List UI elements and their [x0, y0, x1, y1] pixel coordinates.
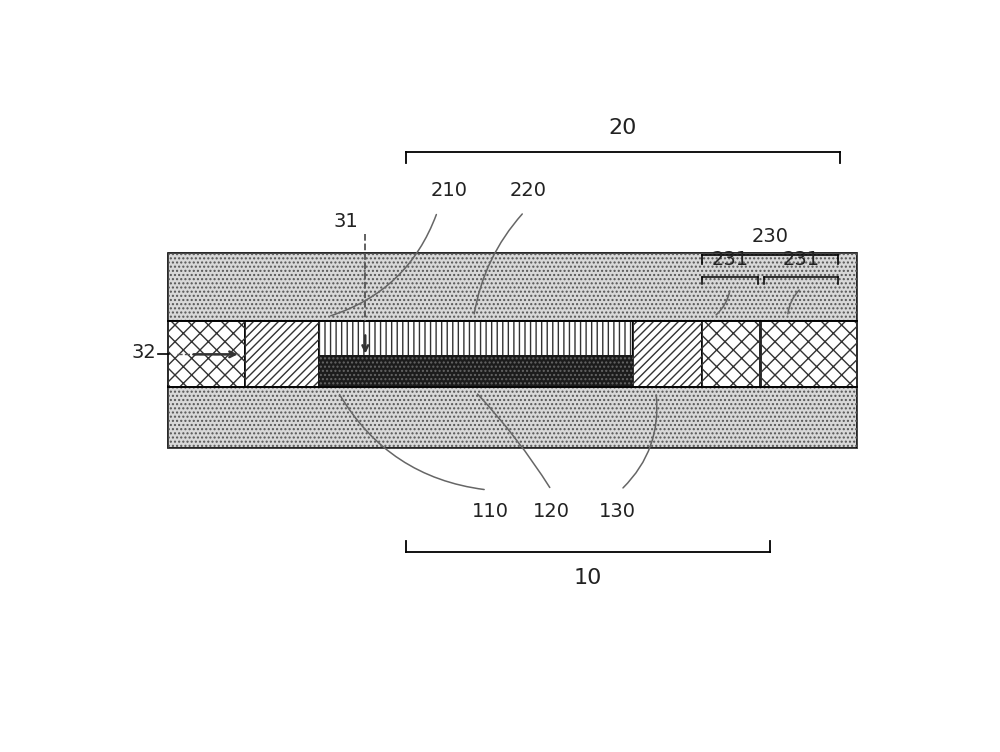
Bar — [168, 253, 857, 321]
Bar — [319, 321, 633, 356]
Bar — [319, 321, 633, 356]
Text: 220: 220 — [510, 180, 546, 200]
Bar — [319, 356, 633, 387]
Bar — [702, 321, 760, 387]
Text: 10: 10 — [573, 568, 602, 587]
Text: 130: 130 — [599, 502, 636, 521]
Bar — [319, 356, 633, 387]
Bar — [245, 321, 319, 387]
Text: 32: 32 — [131, 344, 156, 362]
Bar — [761, 321, 857, 387]
Bar — [168, 253, 857, 321]
Bar — [168, 321, 245, 387]
Text: 110: 110 — [472, 502, 509, 521]
Text: 31: 31 — [334, 211, 358, 231]
Text: 20: 20 — [608, 118, 637, 138]
Text: 231: 231 — [783, 250, 820, 269]
Bar — [633, 321, 702, 387]
Bar — [168, 321, 245, 387]
Bar — [633, 321, 702, 387]
Bar — [702, 321, 760, 387]
Text: 230: 230 — [752, 227, 789, 246]
Text: 120: 120 — [533, 502, 570, 521]
Text: 210: 210 — [430, 180, 467, 200]
Bar — [245, 321, 319, 387]
Text: 231: 231 — [712, 250, 749, 269]
Bar — [761, 321, 857, 387]
Bar — [168, 386, 857, 447]
Bar — [168, 386, 857, 447]
